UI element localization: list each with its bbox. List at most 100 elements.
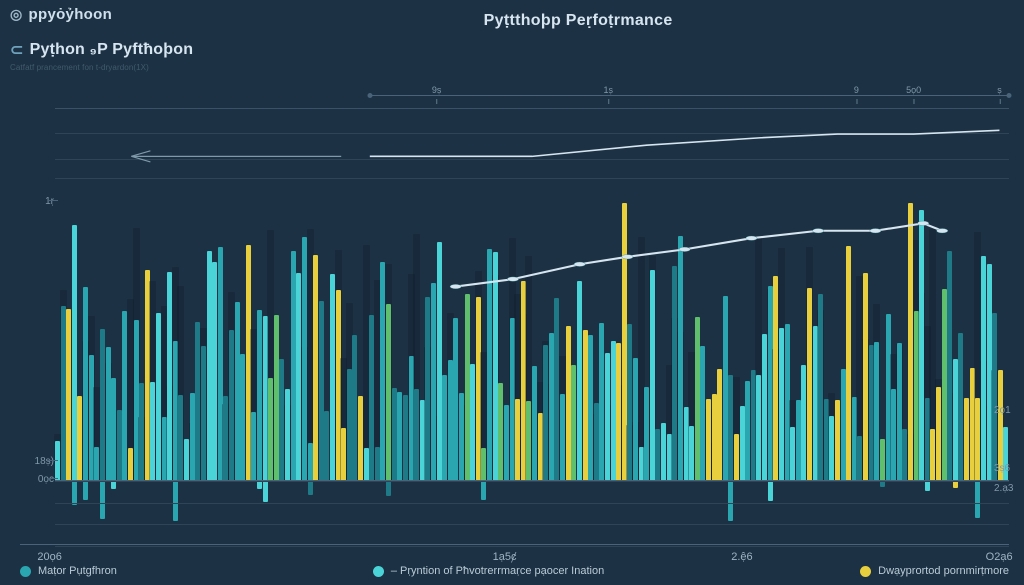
bar — [790, 427, 795, 480]
bar — [526, 401, 531, 480]
bar — [493, 252, 498, 481]
bar — [251, 412, 256, 480]
bar — [678, 236, 683, 480]
bar — [437, 242, 442, 480]
bar — [150, 382, 155, 480]
bar — [846, 246, 851, 480]
bar — [835, 400, 840, 480]
bar — [72, 225, 77, 480]
top-axis-guide — [370, 95, 1009, 96]
y-axis-label: 18ṣ) — [16, 456, 54, 467]
legend-dot-icon — [860, 566, 871, 577]
bar — [953, 359, 958, 480]
brand-top: ◎ ppyȯỷhoon — [10, 6, 112, 23]
bar — [796, 400, 801, 480]
bar — [465, 294, 470, 480]
bar — [958, 333, 963, 480]
x-axis: 20ọ61ạ5ȼ2.ệ6O2ạ6 — [20, 544, 1009, 545]
x-axis-tick: 2.ệ6 — [731, 551, 752, 563]
brand-name: ppyȯỷhoon — [29, 6, 113, 23]
top-axis-tick: 5ọ0 — [906, 85, 921, 95]
top-axis-tick: 1ṣ — [604, 85, 614, 95]
bar — [61, 306, 66, 480]
lead-glyph-icon: ⊂ — [10, 40, 24, 60]
bar — [863, 273, 868, 480]
bar — [139, 383, 144, 480]
bar — [229, 330, 234, 480]
legend-item-2: Dwạyprortod pornmirṭmore — [860, 565, 1009, 577]
legend: Maṭor Pụtgfhron – Pṛyntion of Pħvotrerrm… — [20, 565, 1009, 577]
bar — [897, 343, 902, 480]
bar — [207, 251, 212, 480]
y-axis-label: 0ọc — [16, 474, 54, 485]
bar — [178, 395, 183, 480]
bar — [364, 448, 369, 480]
bar — [352, 335, 357, 480]
x-axis-tick: 20ọ6 — [37, 551, 61, 563]
bar — [291, 251, 296, 480]
legend-dot-icon — [20, 566, 31, 577]
bar — [655, 429, 660, 480]
bar — [745, 381, 750, 480]
bar — [313, 255, 318, 480]
y-axis-right-label: 3ṣ6 — [994, 463, 1024, 474]
bar — [274, 315, 279, 480]
bar — [375, 447, 380, 480]
bar — [874, 342, 879, 481]
chart-plot — [55, 200, 1009, 480]
bar — [599, 323, 604, 480]
bar — [689, 426, 694, 480]
bar — [717, 369, 722, 480]
legend-label: – Pṛyntion of Pħvotrerrmaṛce pạocer Inat… — [391, 565, 604, 577]
bar — [695, 317, 700, 480]
bar — [549, 333, 554, 480]
x-axis-tick: 1ạ5ȼ — [493, 551, 517, 563]
legend-item-1: – Pṛyntion of Pħvotrerrmaṛce pạocer Inat… — [373, 565, 604, 577]
legend-label: Dwạyprortod pornmirṭmore — [878, 565, 1009, 577]
top-axis-tick: 9ṣ — [432, 85, 442, 95]
bar — [723, 296, 728, 480]
bar — [936, 387, 941, 480]
bar — [560, 394, 565, 480]
brand-tagline: Catfatf prancement fon t-dryardon(1X) — [10, 63, 193, 72]
top-axis-tick: 9 — [854, 85, 859, 95]
y-axis-right-label: 2.ạ3 — [994, 483, 1024, 494]
bar — [740, 406, 745, 480]
bar — [880, 439, 885, 480]
bar — [285, 389, 290, 480]
bar — [841, 369, 846, 480]
legend-dot-icon — [373, 566, 384, 577]
bar — [807, 288, 812, 480]
bar — [566, 326, 571, 480]
bar — [481, 448, 486, 480]
bar — [347, 369, 352, 480]
bar — [453, 318, 458, 480]
top-axis-tick: ṣ — [997, 85, 1002, 95]
bar — [756, 375, 761, 480]
bar — [201, 346, 206, 480]
x-axis-tick: O2ạ6 — [986, 551, 1013, 563]
bar — [650, 270, 655, 480]
bar — [111, 378, 116, 480]
grid-bottom — [55, 480, 1009, 535]
bar — [190, 393, 195, 480]
bar — [734, 434, 739, 480]
chart-title: Pyṭtthoþp Peṛfoṭrmance — [484, 12, 673, 30]
bar — [397, 392, 402, 480]
bar — [992, 313, 997, 480]
bar — [942, 289, 947, 480]
bar — [386, 304, 391, 480]
bar — [779, 328, 784, 480]
bar — [324, 411, 329, 480]
bar — [392, 388, 397, 480]
bar — [212, 262, 217, 480]
legend-label: Maṭor Pụtgfhron — [38, 565, 117, 577]
bar — [414, 389, 419, 480]
brand-lead-text: Pyṭhon ₉P Pyftħoþon — [30, 41, 194, 59]
python-icon: ◎ — [10, 6, 23, 23]
bar — [268, 378, 273, 480]
bar — [235, 302, 240, 480]
bar — [425, 297, 430, 480]
bar — [583, 330, 588, 480]
top-axis: 9ṣ 1ṣ 9 5ọ0 ṣ — [55, 85, 1009, 103]
